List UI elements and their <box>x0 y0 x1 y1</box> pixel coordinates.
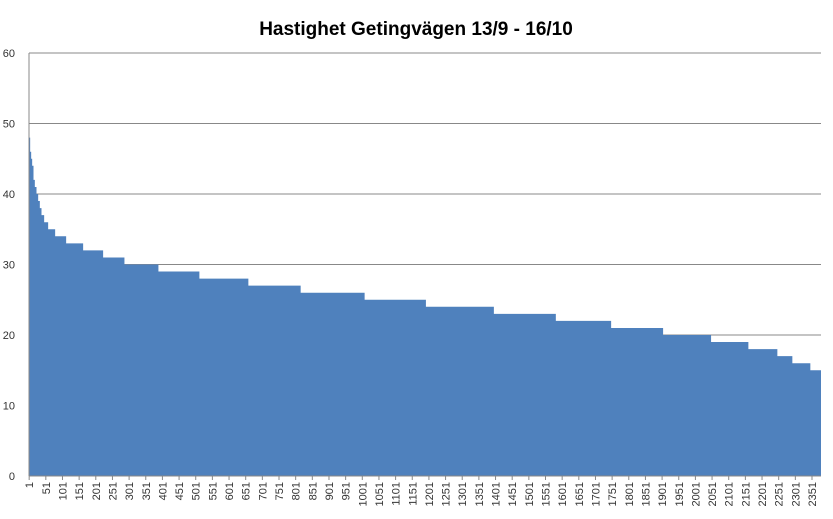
x-tick-label: 1551 <box>541 482 553 506</box>
chart-title: Hastighet Getingvägen 13/9 - 16/10 <box>259 19 573 40</box>
x-tick-label: 1051 <box>374 482 386 506</box>
x-tick-label: 1901 <box>657 482 669 506</box>
x-tick-label: 251 <box>107 482 119 500</box>
x-tick-label: 2051 <box>707 482 719 506</box>
y-tick-label: 60 <box>3 48 15 60</box>
x-tick-label: 151 <box>74 482 86 500</box>
x-tick-label: 701 <box>257 482 269 500</box>
y-tick-label: 20 <box>3 330 15 342</box>
x-tick-label: 601 <box>224 482 236 500</box>
x-tick-label: 351 <box>141 482 153 500</box>
x-tick-label: 201 <box>91 482 103 500</box>
x-tick-label: 651 <box>241 482 253 500</box>
x-tick-label: 501 <box>191 482 203 500</box>
x-tick-label: 401 <box>157 482 169 500</box>
x-tick-label: 1201 <box>424 482 436 506</box>
x-tick-label: 1751 <box>607 482 619 506</box>
x-tick-label: 1851 <box>640 482 652 506</box>
x-tick-label: 1351 <box>474 482 486 506</box>
x-tick-label: 2251 <box>774 482 786 506</box>
x-tick-label: 2001 <box>690 482 702 506</box>
x-tick-label: 1301 <box>457 482 469 506</box>
x-tick-label: 551 <box>207 482 219 500</box>
x-tick-label: 851 <box>307 482 319 500</box>
x-tick-label: 51 <box>41 482 53 494</box>
area <box>29 116 821 476</box>
x-tick-label: 751 <box>274 482 286 500</box>
x-tick-label: 1101 <box>391 482 403 506</box>
x-tick-label: 2351 <box>807 482 819 506</box>
y-tick-label: 50 <box>3 119 15 131</box>
x-tick-label: 2301 <box>790 482 802 506</box>
x-tick-label: 1501 <box>524 482 536 506</box>
y-tick-label: 0 <box>9 471 15 483</box>
x-tick-label: 101 <box>57 482 69 500</box>
x-tick-label: 801 <box>291 482 303 500</box>
y-tick-label: 40 <box>3 189 15 201</box>
x-tick-label: 451 <box>174 482 186 500</box>
x-tick-label: 1801 <box>624 482 636 506</box>
x-tick-label: 1651 <box>574 482 586 506</box>
x-tick-label: 1401 <box>491 482 503 506</box>
x-tick-label: 1 <box>24 482 36 488</box>
x-tick-label: 1151 <box>407 482 419 506</box>
x-tick-label: 1451 <box>507 482 519 506</box>
x-tick-label: 2101 <box>724 482 736 506</box>
y-tick-label: 30 <box>3 260 15 272</box>
y-tick-label: 10 <box>3 401 15 413</box>
x-tick-label: 951 <box>341 482 353 500</box>
x-tick-label: 901 <box>324 482 336 500</box>
x-tick-label: 1601 <box>557 482 569 506</box>
x-tick-label: 1701 <box>590 482 602 506</box>
x-tick-label: 2201 <box>757 482 769 506</box>
x-tick-label: 301 <box>124 482 136 500</box>
x-tick-label: 1951 <box>674 482 686 506</box>
x-tick-label: 1251 <box>441 482 453 506</box>
x-tick-label: 1001 <box>357 482 369 506</box>
x-tick-label: 2151 <box>740 482 752 506</box>
